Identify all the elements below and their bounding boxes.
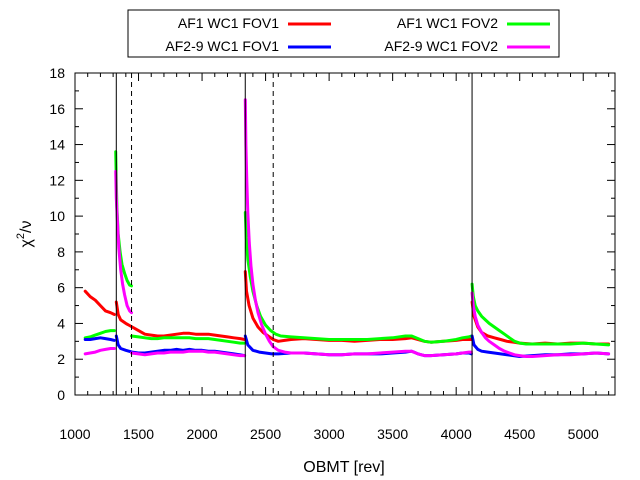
series-0-segment-3: [470, 300, 611, 346]
plot-frame: [74, 72, 616, 396]
y-tick-label: 0: [57, 387, 65, 403]
y-tick-label: 4: [57, 315, 65, 331]
legend-label-af29-fov2: AF2-9 WC1 FOV2: [384, 38, 498, 54]
series-2-segment-3: [243, 211, 473, 344]
y-tick-label: 8: [57, 244, 65, 260]
legend-box: [127, 9, 560, 58]
series-2-segment-0: [83, 329, 116, 340]
data-layer: [83, 98, 611, 358]
plot-border: [74, 72, 616, 396]
y-tick-label: 14: [49, 137, 65, 153]
legend-label-af29-fov1: AF2-9 WC1 FOV1: [165, 38, 279, 54]
series-3-segment-4: [470, 291, 611, 358]
y-axis-title-chi: χ: [18, 238, 35, 247]
series-2-segment-4: [470, 282, 611, 347]
x-tick-label: 1000: [59, 426, 90, 442]
y-tick-label: 12: [49, 172, 65, 188]
x-tick-label: 2500: [250, 426, 281, 442]
series-3-segment-2: [130, 349, 247, 358]
series-3-segment-0: [83, 347, 116, 356]
legend-entry-af29-fov1: AF2-9 WC1 FOV1: [165, 38, 331, 54]
y-tick-label: 2: [57, 351, 65, 367]
x-tick-label: 4500: [504, 426, 535, 442]
series-0-segment-2: [243, 270, 473, 344]
series-0-segment-1: [114, 300, 247, 341]
x-tick-label: 3000: [314, 426, 345, 442]
x-tick-label: 3500: [377, 426, 408, 442]
series-2-segment-2: [130, 334, 247, 345]
x-axis-title: OBMT [rev]: [303, 459, 385, 476]
series-3: [83, 98, 611, 358]
legend: AF1 WC1 FOV1 AF2-9 WC1 FOV1 AF1 WC1 FOV2…: [127, 9, 560, 58]
x-tick-label: 4000: [441, 426, 472, 442]
x-tick-label: 2000: [186, 426, 217, 442]
vertical-markers: [115, 73, 473, 395]
series-3-segment-1: [114, 169, 133, 315]
legend-entry-af1-fov1: AF1 WC1 FOV1: [178, 15, 331, 31]
y-tick-label: 16: [49, 101, 65, 117]
legend-label-af1-fov1: AF1 WC1 FOV1: [178, 15, 279, 31]
series-0-segment-0: [83, 289, 116, 316]
series-2: [83, 150, 611, 347]
x-tick-label: 1500: [123, 426, 154, 442]
series-3-segment-3: [243, 98, 473, 358]
legend-label-af1-fov2: AF1 WC1 FOV2: [397, 15, 498, 31]
series-1-segment-0: [83, 336, 116, 342]
tick-labels: 1000 1500 2000 2500 3000 3500 4000 4500 5000 0 2 4 6…: [49, 65, 599, 442]
y-axis-title-tail: /ν: [18, 221, 35, 233]
legend-entry-af1-fov2: AF1 WC1 FOV2: [397, 15, 550, 31]
y-tick-label: 6: [57, 280, 65, 296]
series-0: [83, 270, 611, 346]
y-axis-title-superscript: 2: [15, 233, 27, 239]
y-tick-label: 18: [49, 65, 65, 81]
axis-ticks: [74, 72, 615, 396]
legend-entry-af29-fov2: AF2-9 WC1 FOV2: [384, 38, 550, 54]
y-tick-label: 10: [49, 208, 65, 224]
x-tick-label: 5000: [568, 426, 599, 442]
y-axis-title: χ2/ν: [15, 221, 35, 248]
